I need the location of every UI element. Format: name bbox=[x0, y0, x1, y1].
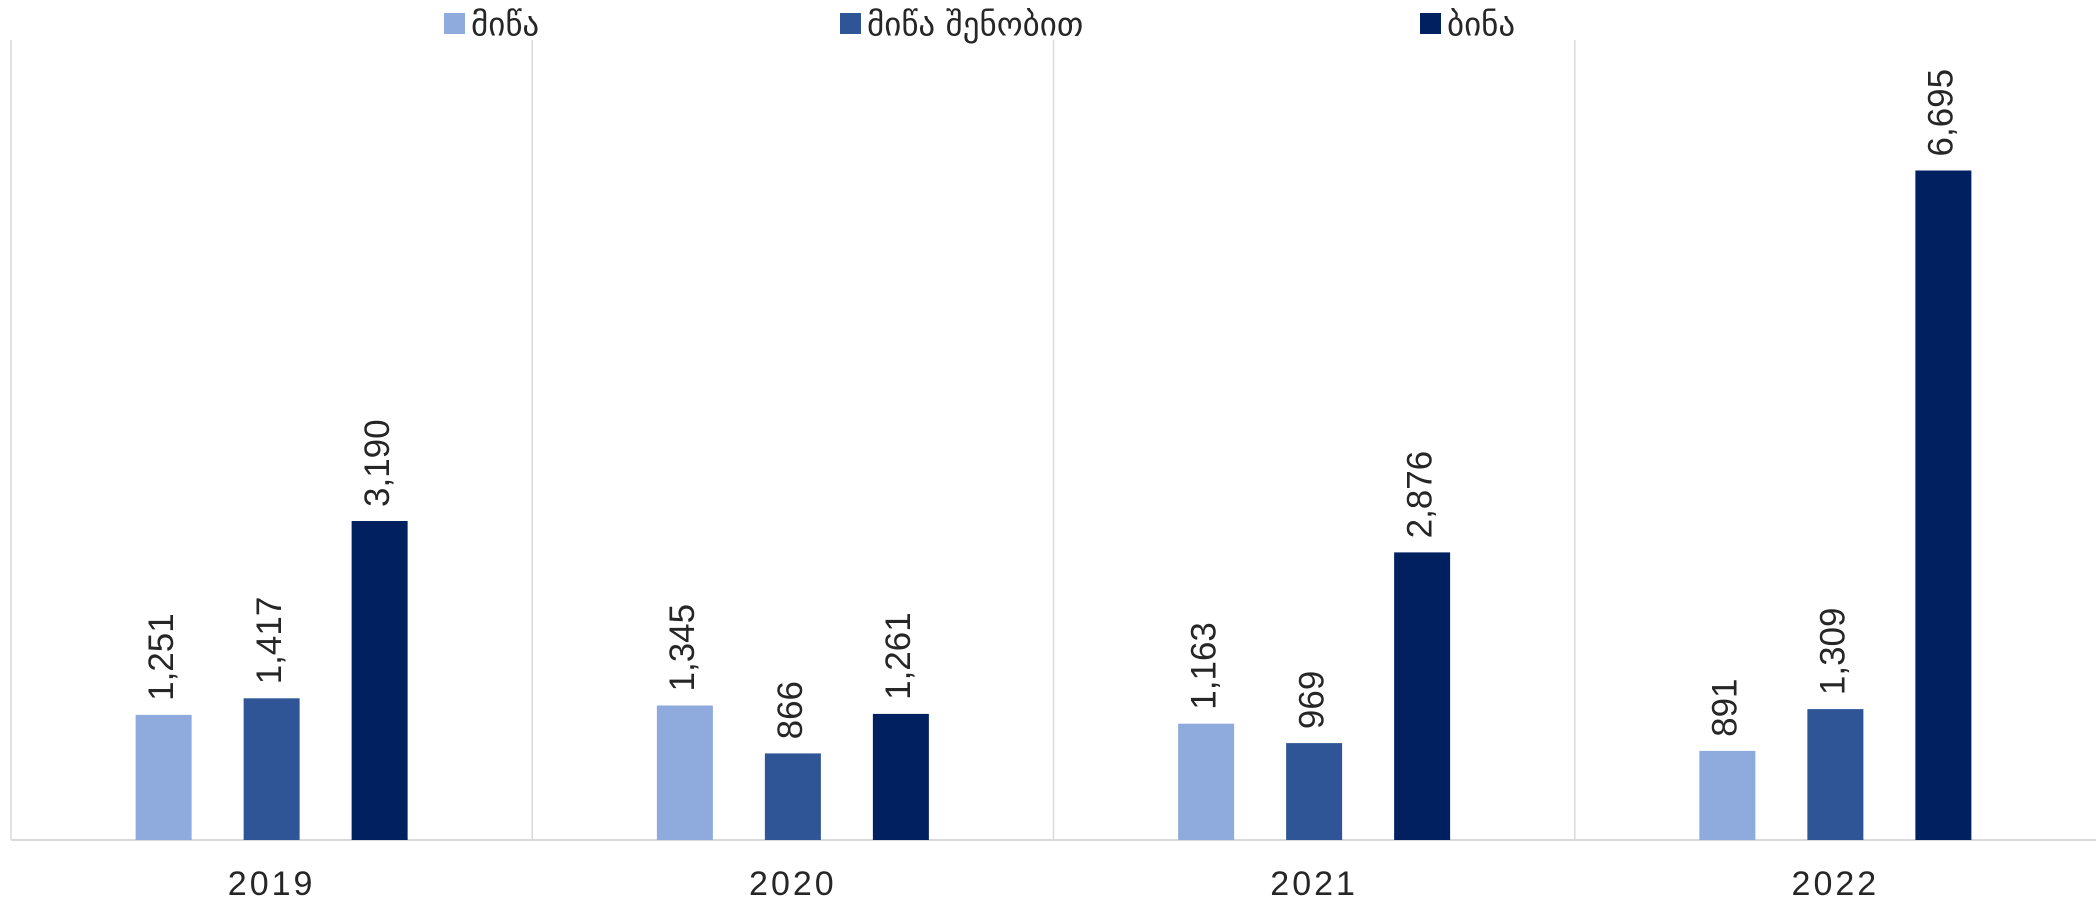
value-label: 866 bbox=[771, 681, 810, 739]
legend-label: მიწა bbox=[471, 5, 539, 44]
bar bbox=[1915, 170, 1972, 840]
value-label: 6,695 bbox=[1922, 69, 1961, 157]
bar bbox=[135, 714, 192, 840]
bar bbox=[1286, 743, 1343, 840]
legend-swatch bbox=[1420, 13, 1441, 34]
legend-swatch bbox=[840, 13, 861, 34]
bar bbox=[1807, 709, 1864, 840]
bar bbox=[656, 705, 713, 840]
bar bbox=[1699, 750, 1756, 840]
x-tick-label: 2022 bbox=[1792, 865, 1880, 903]
value-label: 891 bbox=[1706, 678, 1745, 736]
bar bbox=[351, 521, 408, 840]
bar bbox=[1178, 723, 1235, 840]
legend-label: მიწა შენობით bbox=[867, 5, 1083, 44]
value-label: 1,417 bbox=[250, 597, 289, 685]
bar bbox=[764, 753, 821, 840]
value-label: 1,261 bbox=[879, 612, 918, 700]
bar bbox=[872, 713, 929, 840]
value-label: 3,190 bbox=[358, 419, 397, 507]
value-label: 1,163 bbox=[1184, 622, 1223, 710]
value-label: 1,309 bbox=[1814, 608, 1853, 696]
value-label: 2,876 bbox=[1400, 451, 1439, 539]
value-label: 969 bbox=[1292, 671, 1331, 729]
value-label: 1,251 bbox=[142, 613, 181, 701]
legend-swatch bbox=[444, 13, 465, 34]
value-label: 1,345 bbox=[663, 604, 702, 692]
bar bbox=[243, 698, 300, 840]
legend-label: ბინა bbox=[1447, 5, 1515, 44]
x-tick-label: 2019 bbox=[228, 865, 316, 903]
bar bbox=[1394, 552, 1451, 840]
x-tick-label: 2021 bbox=[1270, 865, 1358, 903]
x-tick-label: 2020 bbox=[749, 865, 837, 903]
